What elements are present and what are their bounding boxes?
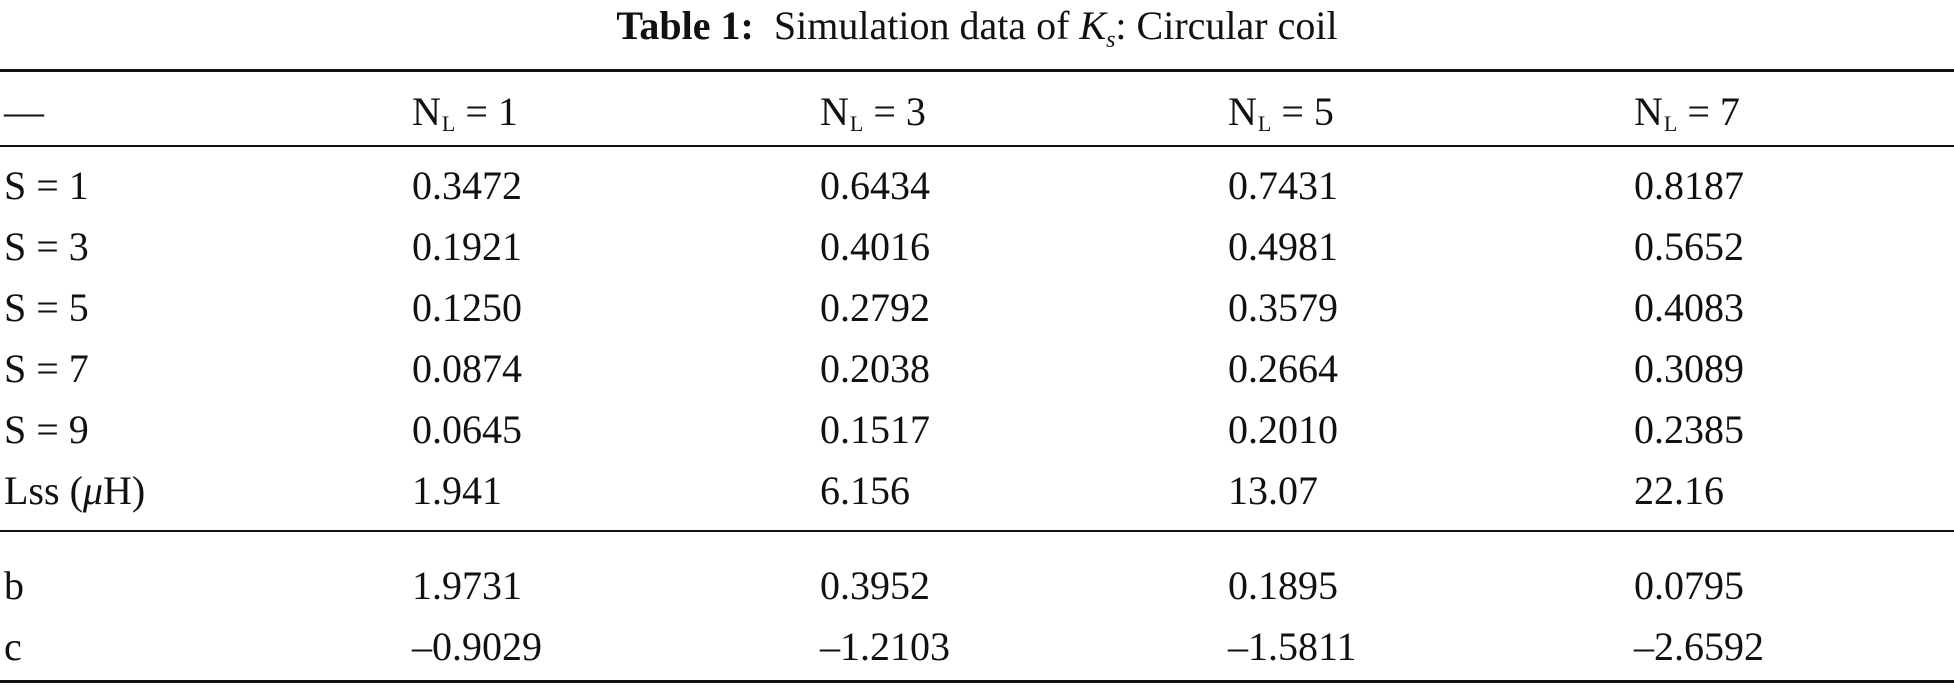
caption-text-suffix: : Circular coil bbox=[1115, 3, 1338, 48]
table-caption: Table 1: Simulation data of Ks: Circular… bbox=[0, 2, 1954, 64]
table-row: S = 7 0.0874 0.2038 0.2664 0.3089 bbox=[0, 339, 1954, 399]
row-label: S = 9 bbox=[4, 407, 89, 452]
table-header-row: — NL = 1 NL = 3 NL = 5 NL = 7 bbox=[0, 82, 1954, 142]
table-cell: 0.3952 bbox=[820, 563, 930, 608]
table-cell: 0.0795 bbox=[1634, 563, 1744, 608]
header-cell-nl7: NL = 7 bbox=[1634, 89, 1740, 136]
table-cell: 0.3579 bbox=[1228, 285, 1338, 330]
table-cell: 0.2010 bbox=[1228, 407, 1338, 452]
table-cell: –0.9029 bbox=[412, 624, 542, 669]
header-cell-nl1: NL = 1 bbox=[412, 89, 518, 136]
row-label: b bbox=[4, 563, 24, 608]
table-row: S = 9 0.0645 0.1517 0.2010 0.2385 bbox=[0, 400, 1954, 460]
table-cell: 0.5652 bbox=[1634, 224, 1744, 269]
row-label: Lss (μH) bbox=[4, 468, 146, 513]
table-cell: 0.2664 bbox=[1228, 346, 1338, 391]
table-row: S = 1 0.3472 0.6434 0.7431 0.8187 bbox=[0, 156, 1954, 216]
table-cell: 0.1921 bbox=[412, 224, 522, 269]
caption-label: Table 1: bbox=[616, 3, 754, 48]
caption-symbol-subscript: s bbox=[1106, 27, 1116, 53]
table-cell: 0.1250 bbox=[412, 285, 522, 330]
table-row: Lss (μH) 1.941 6.156 13.07 22.16 bbox=[0, 461, 1954, 521]
table-cell: 22.16 bbox=[1634, 468, 1724, 513]
table-cell: 0.2385 bbox=[1634, 407, 1744, 452]
table-cell: 6.156 bbox=[820, 468, 910, 513]
table-cell: 0.8187 bbox=[1634, 163, 1744, 208]
row-label: S = 7 bbox=[4, 346, 89, 391]
table-cell: –2.6592 bbox=[1634, 624, 1764, 669]
table-cell: 0.6434 bbox=[820, 163, 930, 208]
table-cell: 0.4981 bbox=[1228, 224, 1338, 269]
table-cell: 0.4083 bbox=[1634, 285, 1744, 330]
table-cell: 0.7431 bbox=[1228, 163, 1338, 208]
row-label: S = 3 bbox=[4, 224, 89, 269]
table-cell: 0.3089 bbox=[1634, 346, 1744, 391]
table-cell: 0.1895 bbox=[1228, 563, 1338, 608]
table-row: b 1.9731 0.3952 0.1895 0.0795 bbox=[0, 556, 1954, 616]
table-bottom-rule bbox=[0, 680, 1954, 683]
table-row: S = 5 0.1250 0.2792 0.3579 0.4083 bbox=[0, 278, 1954, 338]
header-corner-cell: — bbox=[4, 89, 44, 134]
table-cell: 0.3472 bbox=[412, 163, 522, 208]
table-cell: 13.07 bbox=[1228, 468, 1318, 513]
table-row: S = 3 0.1921 0.4016 0.4981 0.5652 bbox=[0, 217, 1954, 277]
table-cell: 0.0874 bbox=[412, 346, 522, 391]
section-rule bbox=[0, 530, 1954, 532]
header-cell-nl5: NL = 5 bbox=[1228, 89, 1334, 136]
table-cell: –1.2103 bbox=[820, 624, 950, 669]
table-top-rule bbox=[0, 69, 1954, 72]
table-cell: 1.9731 bbox=[412, 563, 522, 608]
table-row: c –0.9029 –1.2103 –1.5811 –2.6592 bbox=[0, 617, 1954, 677]
caption-symbol: K bbox=[1079, 3, 1107, 48]
header-rule bbox=[0, 145, 1954, 147]
table-cell: 0.4016 bbox=[820, 224, 930, 269]
table-cell: 0.2792 bbox=[820, 285, 930, 330]
header-cell-nl3: NL = 3 bbox=[820, 89, 926, 136]
caption-text: Simulation data of bbox=[773, 3, 1070, 48]
table-cell: 0.2038 bbox=[820, 346, 930, 391]
table-cell: 1.941 bbox=[412, 468, 502, 513]
table-cell: 0.1517 bbox=[820, 407, 930, 452]
row-label: c bbox=[4, 624, 22, 669]
row-label: S = 5 bbox=[4, 285, 89, 330]
row-label: S = 1 bbox=[4, 163, 89, 208]
table-cell: 0.0645 bbox=[412, 407, 522, 452]
table-cell: –1.5811 bbox=[1228, 624, 1357, 669]
